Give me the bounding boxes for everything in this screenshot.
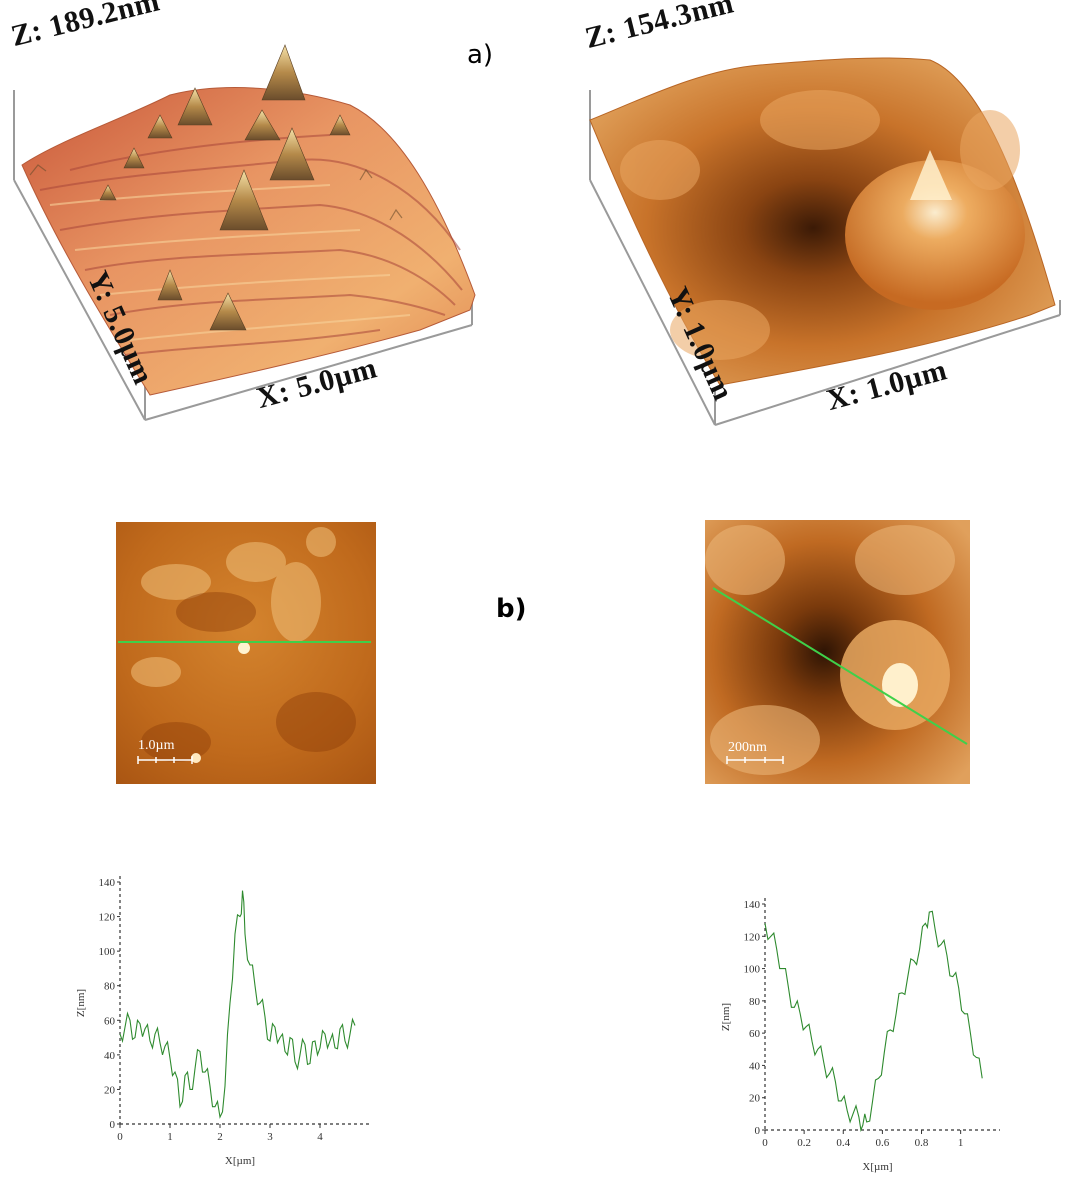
profile-series-line	[764, 910, 983, 1133]
left-scale-label: 1.0µm	[138, 738, 175, 753]
y-tick-label: 140	[744, 899, 761, 911]
y-tick-label: 80	[749, 996, 761, 1008]
x-tick-label: 4	[317, 1131, 323, 1143]
left-3d-surface	[13, 44, 476, 421]
panel-a-label: a)	[467, 40, 494, 70]
y-tick-label: 20	[749, 1093, 761, 1105]
x-tick-label: 0.4	[836, 1137, 850, 1149]
right-afm-map	[705, 520, 970, 784]
x-tick-label: 1	[167, 1131, 173, 1143]
x-tick-label: 0.8	[915, 1137, 929, 1149]
x-tick-label: 0.6	[876, 1137, 890, 1149]
y-tick-label: 100	[744, 964, 761, 976]
left-afm-map	[116, 522, 376, 784]
x-axis-label: X[µm]	[225, 1155, 255, 1167]
x-tick-label: 0.2	[797, 1137, 811, 1149]
y-tick-label: 60	[104, 1015, 116, 1027]
y-tick-label: 80	[104, 981, 116, 993]
y-tick-label: 0	[755, 1125, 761, 1137]
y-tick-label: 40	[104, 1050, 116, 1062]
y-tick-label: 120	[99, 912, 116, 924]
right-profile-line	[712, 587, 968, 745]
y-tick-label: 100	[99, 946, 116, 958]
x-tick-label: 0	[117, 1131, 123, 1143]
x-tick-label: 1	[958, 1137, 964, 1149]
profile-series-line	[119, 890, 356, 1119]
right-3d-surface	[589, 57, 1061, 426]
right-height-profile-chart: 0 20 40 60 80 100 120 140 0 0.2 0.4 0.6 0.8 1 X[µm] Z[n…	[720, 898, 1000, 1173]
right-scale-label: 200nm	[728, 740, 767, 755]
y-tick-label: 140	[99, 877, 116, 889]
panel-b-label: b)	[496, 594, 527, 624]
y-tick-label: 120	[744, 931, 761, 943]
y-tick-label: 0	[110, 1119, 116, 1131]
y-axis-label: Z[nm]	[720, 1003, 732, 1031]
left-height-profile-chart: 0 20 40 60 80 100 120 140 0 1 2 3 4 X[µm] Z[nm]	[75, 876, 370, 1167]
y-tick-label: 40	[749, 1060, 761, 1072]
y-tick-label: 60	[749, 1028, 761, 1040]
y-axis-label: Z[nm]	[75, 989, 87, 1017]
x-tick-label: 3	[267, 1131, 273, 1143]
y-tick-label: 20	[104, 1084, 116, 1096]
x-tick-label: 0	[762, 1137, 768, 1149]
x-tick-label: 2	[217, 1131, 223, 1143]
x-axis-label: X[µm]	[862, 1161, 892, 1173]
